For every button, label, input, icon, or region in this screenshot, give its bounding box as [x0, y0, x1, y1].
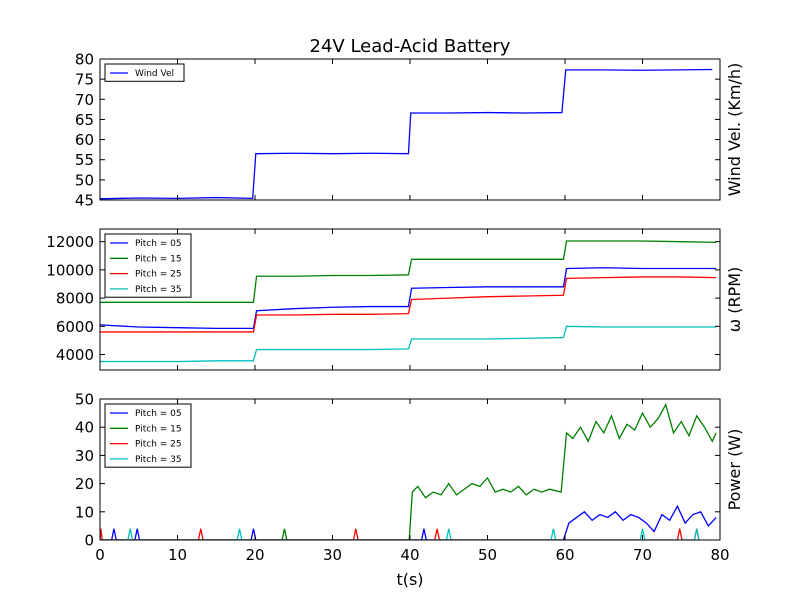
x-tick-label: 70 [633, 546, 652, 564]
x-tick-label: 0 [95, 546, 105, 564]
legend-label: Pitch = 05 [135, 409, 182, 419]
series-line-2-2 [100, 240, 717, 303]
y-tick-label: 80 [75, 51, 94, 69]
y-tick-label: 65 [75, 111, 94, 129]
series-line-1-1 [100, 68, 713, 200]
series-line-2-3 [100, 276, 717, 333]
x-tick-label: 30 [323, 546, 342, 564]
series-line-2-1 [100, 267, 717, 330]
chart-title: 24V Lead-Acid Battery [310, 36, 511, 57]
x-tick-label: 80 [710, 546, 729, 564]
y-tick-label: 55 [75, 151, 94, 169]
panel-1: 45 50 55 60 65 70 75 80 Wind Vel. (Km/h) 24V Lead… [75, 36, 744, 210]
y-tick-label: 50 [75, 171, 94, 189]
x-tick-label: 40 [400, 546, 419, 564]
series-line-2-4 [100, 325, 717, 363]
y-tick-label: 12000 [46, 233, 94, 251]
legend-label: Pitch = 15 [135, 424, 182, 434]
legend-box [104, 63, 185, 82]
x-tick-label: 50 [478, 546, 497, 564]
y-tick-label: 60 [75, 131, 94, 149]
legend-label: Wind Vel [135, 69, 174, 79]
y-axis-title: Power (W) [725, 429, 744, 511]
x-tick-label: 10 [168, 546, 187, 564]
legend-box [104, 403, 192, 468]
legend: Pitch = 05 Pitch = 15 Pitch = 25 Pitch = 35 [104, 233, 192, 298]
legend: Wind Vel [104, 63, 185, 82]
y-axis-title: Wind Vel. (Km/h) [725, 63, 744, 197]
y-tick-label: 30 [75, 447, 94, 465]
y-tick-label: 4000 [56, 346, 94, 364]
y-tick-label: 10000 [46, 261, 94, 279]
y-tick-label: 45 [75, 192, 94, 210]
y-tick-label: 70 [75, 91, 94, 109]
legend-label: Pitch = 25 [135, 270, 182, 280]
legend-label: Pitch = 35 [135, 455, 182, 465]
series-line-3-1 [100, 504, 717, 540]
legend-label: Pitch = 35 [135, 285, 182, 295]
series-line-3-2 [100, 402, 717, 540]
y-tick-label: 8000 [56, 290, 94, 308]
y-tick-label: 0 [84, 532, 94, 550]
legend-label: Pitch = 15 [135, 254, 182, 264]
y-tick-label: 50 [75, 391, 94, 409]
y-tick-label: 6000 [56, 318, 94, 336]
legend-label: Pitch = 25 [135, 440, 182, 450]
y-tick-label: 40 [75, 419, 94, 437]
x-axis-title: t(s) [396, 570, 423, 589]
panels: 45 50 55 60 65 70 75 80 Wind Vel. (Km/h) 24V Lead… [46, 36, 744, 589]
y-tick-label: 10 [75, 503, 94, 521]
x-tick-label: 60 [555, 546, 574, 564]
y-tick-label: 20 [75, 475, 94, 493]
x-tick-label: 20 [245, 546, 264, 564]
panel-3: 0 10 20 30 40 50 0 10 20 30 40 50 60 70 80 Power (W) t(s… [75, 391, 744, 590]
legend-box [104, 233, 192, 298]
legend-label: Pitch = 05 [135, 239, 182, 249]
y-tick-label: 75 [75, 71, 94, 89]
y-axis-title: ω (RPM) [725, 267, 744, 333]
legend: Pitch = 05 Pitch = 15 Pitch = 25 Pitch = 35 [104, 403, 192, 468]
